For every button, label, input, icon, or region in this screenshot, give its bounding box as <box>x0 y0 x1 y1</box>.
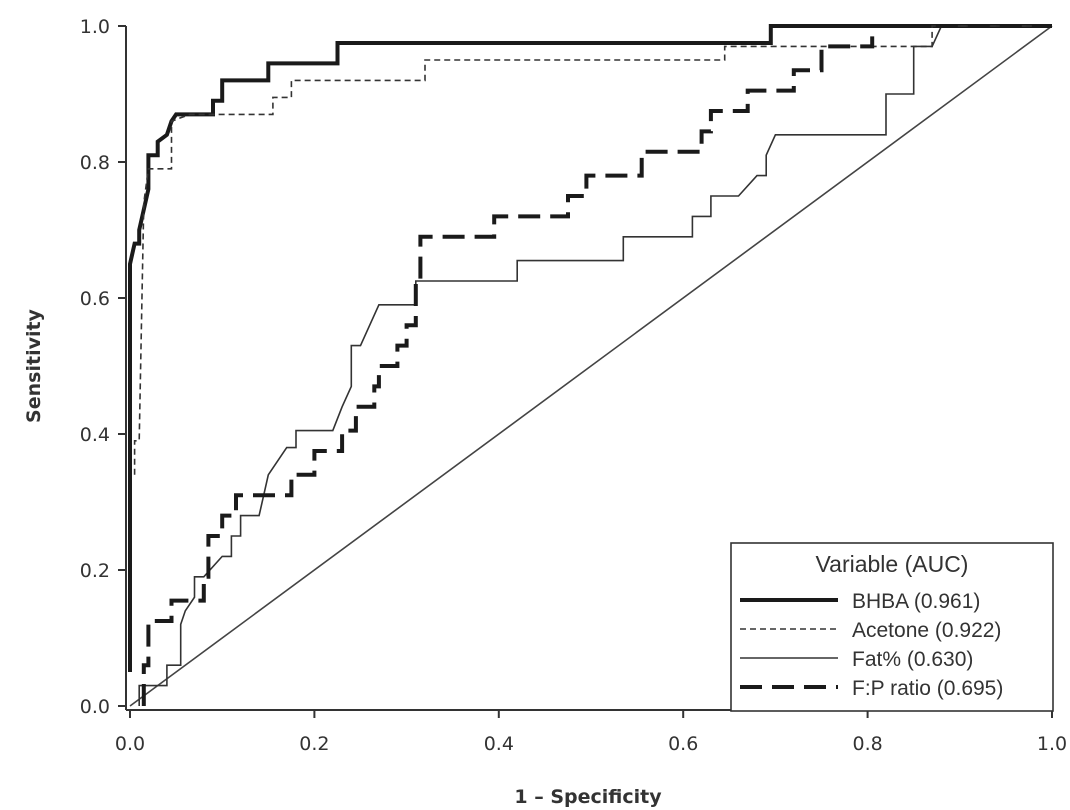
x-tick-label: 0.2 <box>299 733 329 755</box>
x-axis-ticks: 0.0 0.2 0.4 0.6 0.8 1.0 <box>115 710 1067 755</box>
x-tick-label: 0.8 <box>852 733 882 755</box>
series-line-bhba <box>128 24 1052 672</box>
x-tick-label: 0.4 <box>484 733 514 755</box>
y-axis-ticks: 0.0 0.2 0.4 0.6 0.8 1.0 <box>80 16 126 718</box>
legend-label-fat: Fat% (0.630) <box>852 648 973 671</box>
legend-entries: BHBA (0.961) Acetone (0.922) Fat% (0.630) F… <box>740 590 1003 700</box>
x-tick-label: 0.0 <box>115 733 145 755</box>
x-tick-label: 1.0 <box>1037 733 1067 755</box>
reference-diagonal-line <box>129 25 1053 707</box>
plot-area: 0.0 0.2 0.4 0.6 0.8 1.0 0.0 0.2 0.4 0.6 0.8 1.0 <box>80 16 1067 755</box>
y-tick-label: 0.2 <box>80 560 110 582</box>
series-line-fat <box>138 25 1052 706</box>
legend-label-acetone: Acetone (0.922) <box>852 619 1001 642</box>
series-line-acetone <box>133 25 1052 475</box>
y-tick-label: 0.6 <box>80 288 110 310</box>
y-tick-label: 0.0 <box>80 696 110 718</box>
y-tick-label: 0.8 <box>80 152 110 174</box>
legend-label-f-p: F:P ratio (0.695) <box>852 677 1003 700</box>
legend: Variable (AUC) BHBA (0.961) Acetone (0.92… <box>730 542 1054 712</box>
x-axis-title: 1 – Specificity <box>514 786 662 808</box>
legend-label-bhba: BHBA (0.961) <box>852 590 980 613</box>
y-tick-label: 1.0 <box>80 16 110 38</box>
series-layer <box>128 24 1052 706</box>
series-line-f-p <box>141 24 1052 706</box>
x-tick-label: 0.6 <box>668 733 698 755</box>
legend-box <box>730 542 1054 712</box>
y-axis-title: Sensitivity <box>23 308 45 422</box>
legend-title: Variable (AUC) <box>816 551 969 577</box>
y-tick-label: 0.4 <box>80 424 110 446</box>
